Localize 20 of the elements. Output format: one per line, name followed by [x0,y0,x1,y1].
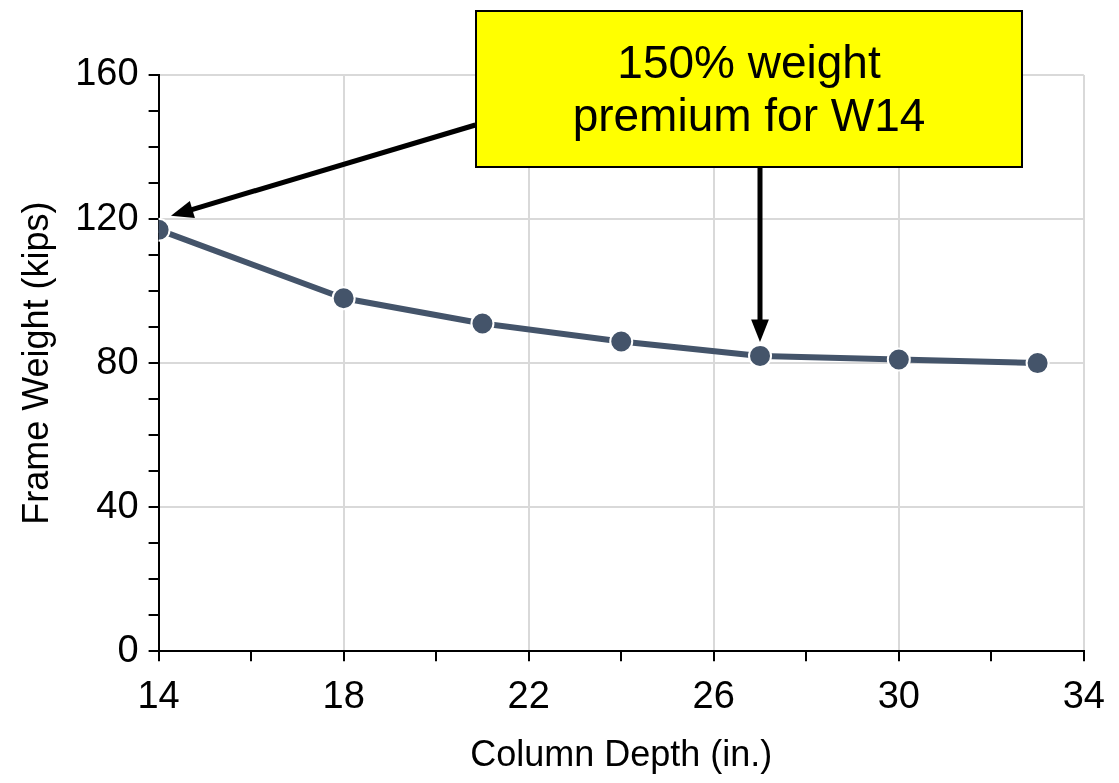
point [1025,351,1050,376]
x-tick-label: 14 [137,674,180,717]
x-axis-title: Column Depth (in.) [470,733,773,775]
point [331,286,356,311]
x-tick-label: 22 [507,674,550,717]
callout-box: 150% weight premium for W14 [475,10,1023,168]
point [886,347,911,372]
y-tick-label: 160 [75,51,139,94]
point [609,329,634,354]
y-tick-label: 80 [96,339,139,382]
x-tick-label: 18 [322,674,365,717]
y-tick-label: 0 [117,627,139,670]
point [748,343,773,368]
point [470,311,495,336]
x-tick-label: 30 [877,674,920,717]
y-axis-title: Frame Weight (kips) [14,201,56,525]
y-tick-label: 40 [96,483,139,526]
x-tick-label: 26 [692,674,735,717]
y-tick-label: 120 [75,195,139,238]
x-tick-label: 34 [1062,674,1106,717]
